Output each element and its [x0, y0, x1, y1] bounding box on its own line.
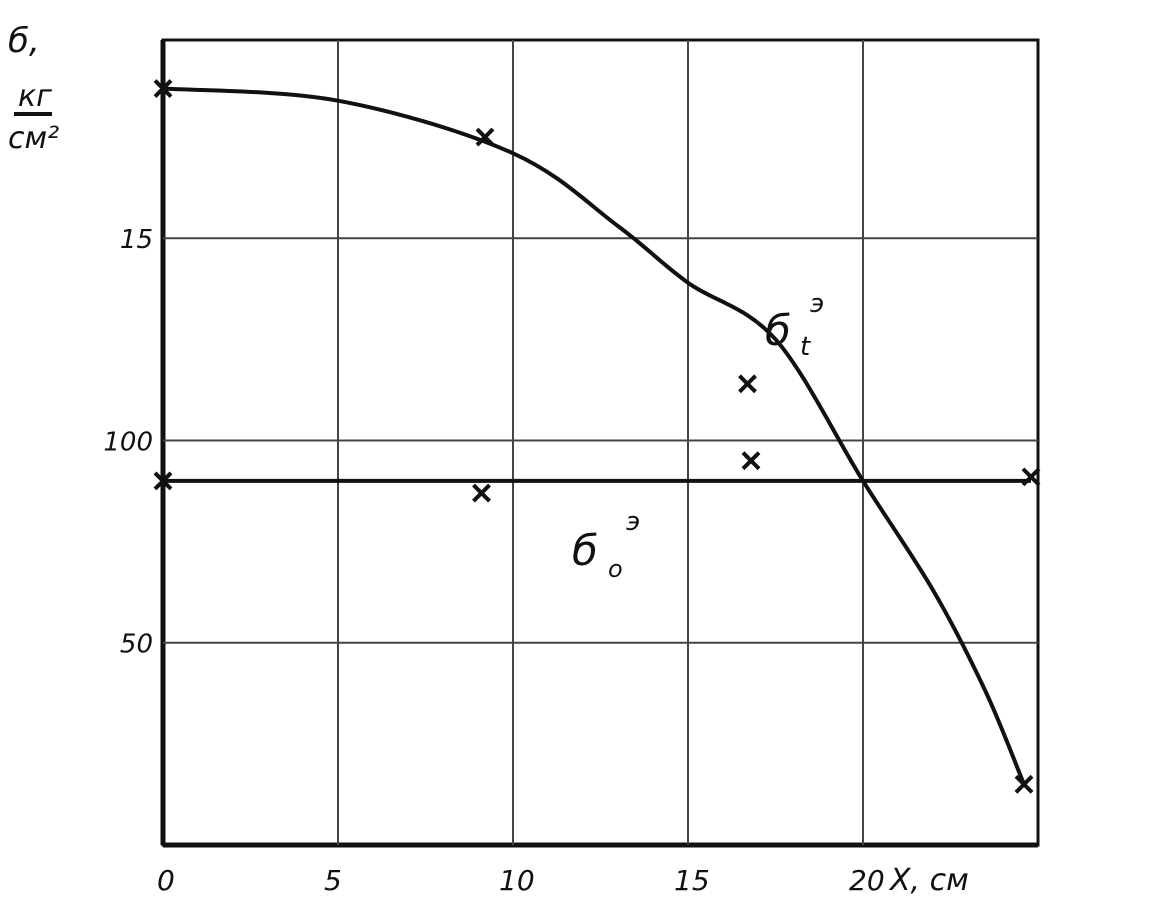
- cross-stroke: [1021, 467, 1041, 487]
- cross-stroke: [738, 374, 757, 394]
- data-point-cross: [1021, 467, 1041, 487]
- x-tick-label: 15: [674, 864, 710, 897]
- series-label-o-sub: o: [608, 555, 623, 583]
- series-line-0: [162, 86, 1026, 786]
- data-point-cross: [475, 127, 495, 147]
- y-tick-label: 50: [120, 630, 153, 660]
- data-point-cross: [472, 483, 491, 503]
- data-point-cross: [1014, 774, 1034, 794]
- data-point-cross: [153, 471, 173, 491]
- series-label-t-main: б: [765, 306, 791, 355]
- data-point-cross: [741, 451, 761, 471]
- plot-frame: [161, 38, 1040, 847]
- tick-labels: 0 5 10 15 20 50 100 15: [103, 225, 884, 897]
- series-label-t-sub: t: [800, 332, 811, 362]
- series: [153, 79, 1041, 794]
- cross-stroke: [472, 483, 491, 503]
- y-axis-label: б, кг см²: [8, 21, 59, 156]
- y-label-symbol: б,: [8, 21, 40, 61]
- cross-stroke: [741, 451, 761, 471]
- y-label-numerator: кг: [18, 79, 52, 114]
- series-label-t: б t э: [765, 289, 824, 362]
- cross-stroke: [153, 471, 173, 491]
- y-label-denominator: см²: [8, 121, 59, 156]
- cross-stroke: [475, 127, 495, 147]
- x-tick-label: 20: [849, 864, 885, 897]
- series-label-o-sup: э: [626, 507, 640, 537]
- x-tick-label: 0: [157, 864, 175, 897]
- series-label-t-sup: э: [810, 289, 824, 319]
- data-point-cross: [153, 79, 173, 98]
- x-tick-label: 10: [499, 864, 535, 897]
- series-label-o-main: б: [572, 526, 598, 575]
- y-tick-label: 100: [103, 427, 153, 457]
- y-tick-label: 15: [120, 225, 153, 255]
- data-point-cross: [738, 374, 757, 394]
- cross-stroke: [1014, 774, 1034, 794]
- grid: [160, 38, 1040, 848]
- cross-stroke: [153, 79, 173, 98]
- series-label-o: б o э: [572, 507, 640, 583]
- x-tick-label: 5: [324, 864, 342, 897]
- x-axis-label: X, см: [888, 863, 969, 898]
